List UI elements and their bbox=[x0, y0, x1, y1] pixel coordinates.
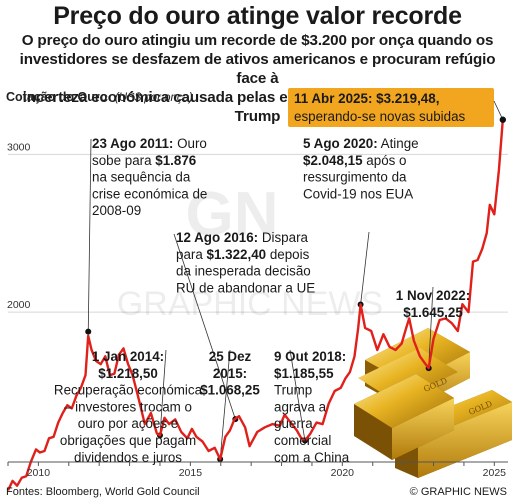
record-highlight-line2: esperando-se novas subidas bbox=[294, 109, 466, 124]
annotation-segment: 9 Out 2018: bbox=[274, 349, 346, 364]
price-line bbox=[6, 119, 504, 491]
annotation-segment: Trump bbox=[274, 383, 312, 398]
annotation-segment: 12 Ago 2016: bbox=[176, 230, 258, 245]
annotation-segment: Atinge bbox=[378, 136, 419, 151]
annotation-segment: ressurgimento da bbox=[303, 170, 407, 185]
annotation-2015: 25 Dez 2015: $1.068,25 bbox=[200, 349, 260, 398]
record-highlight-box bbox=[288, 88, 494, 127]
annotation-segment: depois bbox=[266, 247, 309, 262]
page-title: Preço do ouro atinge valor recorde bbox=[53, 2, 462, 30]
copyright-brand: © GRAPHIC NEWS bbox=[409, 486, 507, 498]
annotation-leader bbox=[219, 349, 231, 460]
watermark-text: GRAPHIC NEWS bbox=[117, 285, 383, 323]
annotation-segment: comercial bbox=[274, 433, 331, 448]
annotation-segment: 25 Dez bbox=[209, 349, 252, 364]
annotation-leader bbox=[159, 349, 167, 436]
annotation-segment: $1.068,25 bbox=[200, 383, 260, 398]
annotation-2018: 9 Out 2018: $1.185,55 Trump agrava a guerra c… bbox=[274, 349, 350, 465]
annotation-segment: Ouro bbox=[173, 136, 207, 151]
annotation-segment: para bbox=[176, 247, 207, 262]
annotation-2022: 1 Nov 2022: $1.645,25 bbox=[396, 288, 470, 320]
source-note: Fontes: Bloomberg, World Gold Council bbox=[6, 486, 200, 498]
annotation-segment: 23 Ago 2011: bbox=[92, 136, 173, 151]
annotation-segment: – investores trocam o bbox=[64, 399, 192, 414]
annotation-2011: 23 Ago 2011: Ouro sobe para $1.876 na sequ… bbox=[92, 136, 207, 218]
annotation-segment: $1.645,25 bbox=[403, 305, 463, 320]
annotation-segment: RU de abandonar a UE bbox=[176, 280, 315, 295]
x-tick-label: 2020 bbox=[331, 467, 355, 479]
annotation-leader bbox=[173, 233, 236, 420]
annotation-dot bbox=[85, 328, 92, 335]
grid-layer bbox=[8, 153, 508, 313]
record-highlight-leader bbox=[493, 100, 504, 120]
annotations: 23 Ago 2011: Ouro sobe para $1.876 na sequ… bbox=[54, 136, 470, 465]
x-tick-label: 2015 bbox=[179, 467, 203, 479]
watermark-logo: GN bbox=[186, 180, 279, 249]
annotation-segment: 2015: bbox=[213, 366, 247, 381]
annotation-2016: 12 Ago 2016: Dispara para $1.322,40 depoi… bbox=[176, 230, 315, 295]
annotation-segment: dividendos e juros bbox=[74, 450, 182, 465]
y-tick-label: 2000 bbox=[7, 299, 31, 311]
annotation-segment: 1 Jan 2014: bbox=[92, 349, 164, 364]
annotation-segment: agrava a bbox=[274, 399, 327, 414]
annotation-segment: crise económica de bbox=[92, 186, 207, 201]
annotation-segment: $1.322,40 bbox=[207, 247, 267, 262]
record-highlight: 11 Abr 2025: $3.219,48, esperando-se nov… bbox=[288, 88, 507, 127]
annotation-segment: $1.218,50 bbox=[98, 366, 158, 381]
annotation-segment: $1.185,55 bbox=[274, 366, 334, 381]
annotation-segment: 1 Nov 2022: bbox=[396, 288, 470, 303]
watermark: GN GRAPHIC NEWS bbox=[117, 180, 383, 323]
y-tick-label: 3000 bbox=[7, 141, 31, 153]
y-axis-label-unit: (US$ por onça) bbox=[115, 92, 193, 104]
annotation-leader bbox=[360, 231, 370, 305]
x-tick-label: 2025 bbox=[483, 467, 507, 479]
annotation-2020: 5 Ago 2020: Atinge $2.048,15 após o ressur… bbox=[303, 136, 419, 201]
record-highlight-dot bbox=[499, 116, 507, 123]
annotation-leader bbox=[289, 349, 306, 441]
y-axis-label: Cotação do Ouro (US$ por onça) bbox=[6, 90, 193, 104]
annotation-segment: sobe para bbox=[92, 153, 155, 168]
record-highlight-line1: 11 Abr 2025: $3.219,48, bbox=[294, 91, 439, 106]
annotation-segment: guerra bbox=[274, 416, 313, 431]
subtitle-line: O preço do ouro atingiu um recorde de $3… bbox=[21, 32, 494, 49]
annotation-leader bbox=[428, 286, 434, 369]
annotation-segment: $2.048,15 bbox=[303, 153, 363, 168]
annotation-segment: 5 Ago 2020: bbox=[303, 136, 378, 151]
annotation-segment: Covid-19 nos EUA bbox=[303, 186, 413, 201]
axis-ticks: 2000 3000 2010 2015 2020 2025 bbox=[7, 141, 508, 479]
annotation-leader bbox=[87, 138, 92, 332]
annotation-segment: da inesperada decisão bbox=[176, 264, 311, 279]
annotation-segment: 2008-09 bbox=[92, 203, 141, 218]
annotation-segment: após o bbox=[363, 153, 407, 168]
annotation-segment: Recuperação económica bbox=[54, 383, 203, 398]
x-tick-label: 2010 bbox=[27, 467, 51, 479]
annotation-segment: na sequência da bbox=[92, 170, 191, 185]
annotation-segment: Dispara bbox=[258, 230, 308, 245]
subtitle-line: investidores se desfazem de ativos ameri… bbox=[19, 51, 496, 87]
annotation-segment: ouro por ações e bbox=[78, 416, 179, 431]
y-axis-label-main: Cotação do Ouro bbox=[6, 90, 108, 104]
annotation-segment: com a China bbox=[274, 450, 350, 465]
annotation-segment: obrigações que pagam bbox=[60, 433, 196, 448]
annotation-2014: 1 Jan 2014: $1.218,50 Recuperação económic… bbox=[54, 349, 203, 465]
annotation-segment: $1.876 bbox=[155, 153, 196, 168]
